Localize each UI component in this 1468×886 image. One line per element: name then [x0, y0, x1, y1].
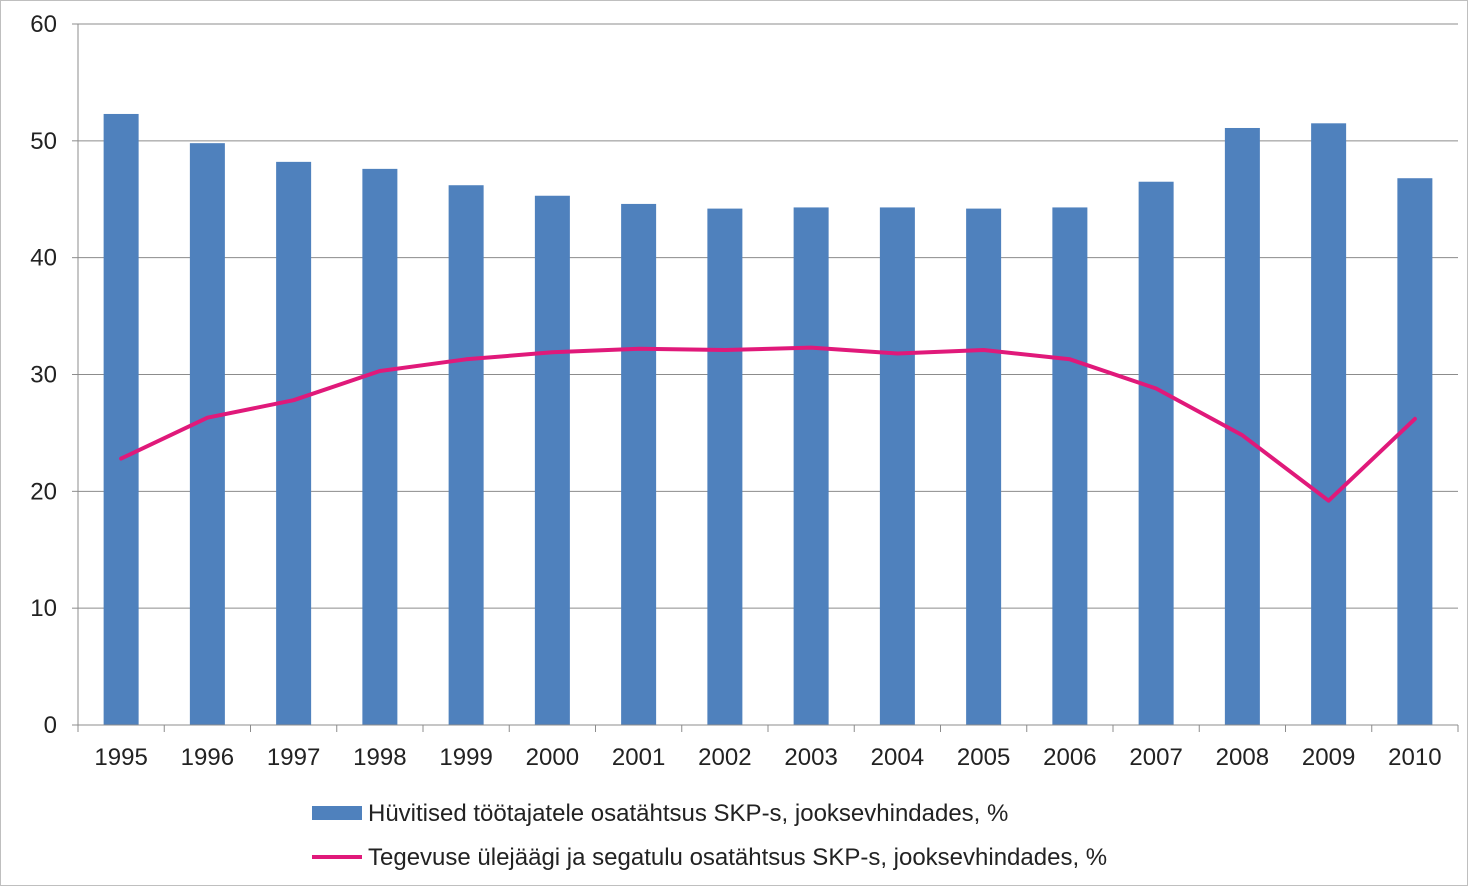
x-tick-label: 1999	[439, 744, 492, 771]
legend-item-line: Tegevuse ülejäägi ja segatulu osatähtsus…	[312, 844, 1107, 871]
legend-label-line: Tegevuse ülejäägi ja segatulu osatähtsus…	[368, 844, 1107, 871]
x-tick-label: 2009	[1302, 744, 1355, 771]
bar	[1138, 181, 1174, 726]
x-axis-tick-labels: 1995 1996 1997 1998 1999 2000 2001 2002 2003 2004…	[94, 744, 1441, 771]
bar	[103, 113, 139, 725]
legend-swatch-bar	[312, 806, 362, 820]
x-tick-label: 1995	[94, 744, 147, 771]
bar	[621, 203, 657, 725]
y-axis-tick-labels: 0 10 20 30 40 50 60	[30, 11, 57, 739]
bar-series	[103, 113, 1433, 726]
bar	[1397, 178, 1433, 726]
y-tick-label: 10	[30, 595, 57, 622]
y-tick-label: 60	[30, 11, 57, 38]
y-tick-label: 30	[30, 362, 57, 389]
x-tick-label: 2004	[871, 744, 924, 771]
x-tick-label: 1998	[353, 744, 406, 771]
x-tick-label: 2002	[698, 744, 751, 771]
x-tick-label: 2007	[1129, 744, 1182, 771]
bar	[1052, 207, 1088, 725]
bar	[1311, 123, 1347, 725]
bar	[362, 168, 398, 725]
x-tick-label: 2000	[526, 744, 579, 771]
bar	[534, 195, 570, 725]
y-tick-label: 20	[30, 478, 57, 505]
line-series	[119, 345, 1417, 503]
bar	[189, 143, 225, 726]
bar	[879, 207, 915, 725]
bar	[707, 208, 743, 725]
legend-item-bar: Hüvitised töötajatele osatähtsus SKP-s, …	[312, 800, 1008, 827]
legend: Hüvitised töötajatele osatähtsus SKP-s, …	[312, 800, 1107, 871]
axes	[72, 23, 1459, 732]
bar	[966, 208, 1002, 725]
y-tick-label: 0	[44, 712, 57, 739]
x-tick-label: 1997	[267, 744, 320, 771]
bar	[1224, 127, 1260, 725]
y-tick-label: 50	[30, 128, 57, 155]
legend-label-bar: Hüvitised töötajatele osatähtsus SKP-s, …	[368, 800, 1008, 827]
bar	[448, 185, 484, 726]
series-line	[119, 345, 1417, 503]
bar	[276, 161, 312, 725]
x-tick-label: 2006	[1043, 744, 1096, 771]
x-tick-label: 2005	[957, 744, 1010, 771]
x-tick-label: 2010	[1388, 744, 1441, 771]
x-tick-label: 2003	[784, 744, 837, 771]
x-tick-label: 2008	[1216, 744, 1269, 771]
x-tick-label: 1996	[181, 744, 234, 771]
y-tick-label: 40	[30, 245, 57, 272]
bar	[793, 207, 829, 725]
x-tick-label: 2001	[612, 744, 665, 771]
